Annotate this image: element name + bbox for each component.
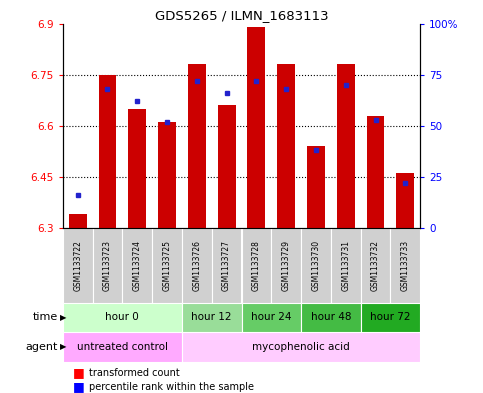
Text: GSM1133729: GSM1133729: [282, 240, 291, 291]
Text: transformed count: transformed count: [89, 367, 180, 378]
Bar: [182, 332, 420, 362]
Bar: [122, 228, 152, 303]
Bar: [128, 109, 146, 228]
Text: GSM1133723: GSM1133723: [103, 240, 112, 291]
Text: hour 0: hour 0: [105, 312, 139, 322]
Bar: [188, 64, 206, 228]
Bar: [182, 303, 242, 332]
Text: ▶: ▶: [60, 313, 67, 322]
Bar: [63, 332, 182, 362]
Bar: [271, 228, 301, 303]
Text: ■: ■: [72, 380, 84, 393]
Title: GDS5265 / ILMN_1683113: GDS5265 / ILMN_1683113: [155, 9, 328, 22]
Text: GSM1133724: GSM1133724: [133, 240, 142, 291]
Text: time: time: [33, 312, 58, 322]
Text: mycophenolic acid: mycophenolic acid: [252, 342, 350, 352]
Bar: [367, 116, 384, 228]
Bar: [242, 303, 301, 332]
Bar: [301, 303, 361, 332]
Bar: [63, 303, 182, 332]
Bar: [63, 228, 93, 303]
Text: agent: agent: [26, 342, 58, 352]
Text: GSM1133728: GSM1133728: [252, 240, 261, 291]
Bar: [397, 173, 414, 228]
Bar: [212, 228, 242, 303]
Text: hour 12: hour 12: [191, 312, 232, 322]
Bar: [301, 228, 331, 303]
Text: untreated control: untreated control: [77, 342, 168, 352]
Bar: [69, 214, 86, 228]
Text: hour 24: hour 24: [251, 312, 292, 322]
Text: percentile rank within the sample: percentile rank within the sample: [89, 382, 255, 392]
Text: GSM1133727: GSM1133727: [222, 240, 231, 291]
Bar: [99, 75, 116, 228]
Text: GSM1133726: GSM1133726: [192, 240, 201, 291]
Text: GSM1133725: GSM1133725: [163, 240, 171, 291]
Text: GSM1133730: GSM1133730: [312, 240, 320, 291]
Bar: [361, 228, 390, 303]
Bar: [307, 146, 325, 228]
Bar: [182, 228, 212, 303]
Text: hour 72: hour 72: [370, 312, 411, 322]
Bar: [218, 105, 236, 228]
Text: GSM1133732: GSM1133732: [371, 240, 380, 291]
Bar: [390, 228, 420, 303]
Bar: [361, 303, 420, 332]
Bar: [331, 228, 361, 303]
Text: GSM1133731: GSM1133731: [341, 240, 350, 291]
Bar: [242, 228, 271, 303]
Text: GSM1133733: GSM1133733: [401, 240, 410, 291]
Text: hour 48: hour 48: [311, 312, 351, 322]
Bar: [277, 64, 295, 228]
Bar: [152, 228, 182, 303]
Bar: [247, 27, 265, 228]
Bar: [93, 228, 122, 303]
Bar: [337, 64, 355, 228]
Text: GSM1133722: GSM1133722: [73, 240, 82, 291]
Text: ■: ■: [72, 366, 84, 379]
Bar: [158, 122, 176, 228]
Text: ▶: ▶: [60, 342, 67, 351]
